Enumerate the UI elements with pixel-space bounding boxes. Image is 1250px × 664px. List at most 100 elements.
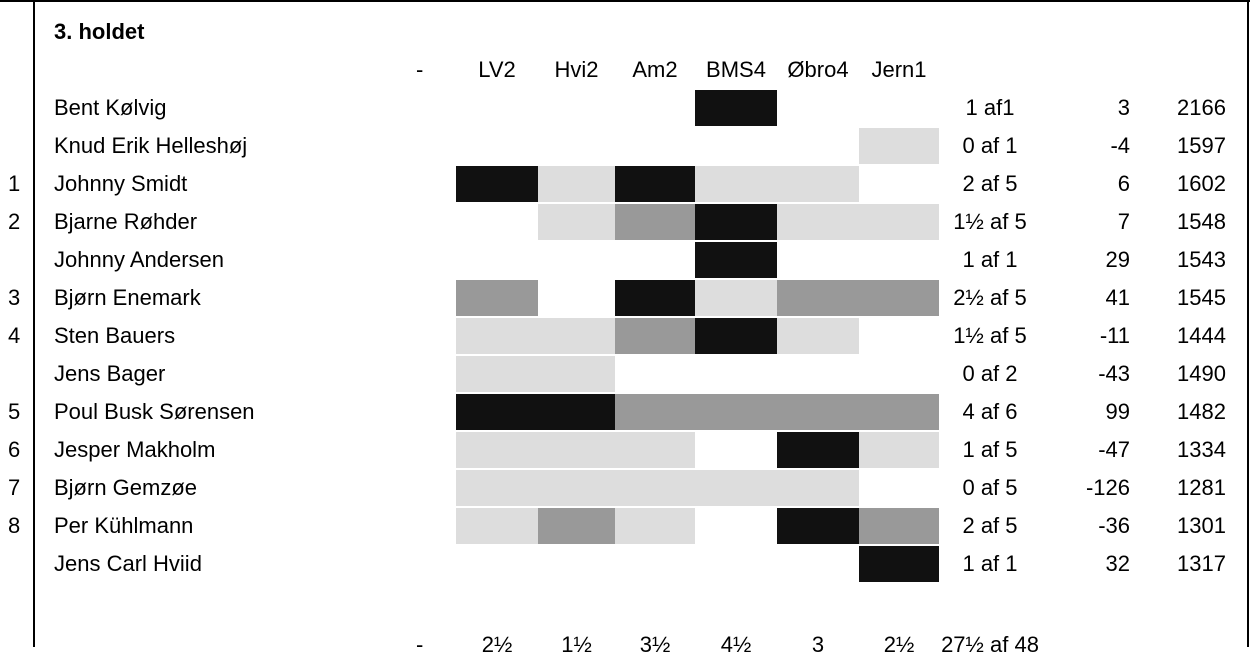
board-number: 4 — [8, 323, 21, 348]
player-rating: 1545 — [1177, 285, 1226, 310]
result-cell — [456, 166, 538, 202]
result-cell — [615, 318, 695, 354]
player-name: Knud Erik Helleshøj — [54, 133, 248, 158]
top-border — [0, 0, 1250, 2]
player-name: Jens Carl Hviid — [54, 551, 202, 576]
player-score: 2½ af 5 — [953, 285, 1027, 310]
board-number: 8 — [8, 513, 21, 538]
player-rating: 1444 — [1177, 323, 1226, 348]
result-cell — [538, 204, 615, 240]
right-border — [1247, 0, 1249, 647]
result-cell — [859, 546, 939, 582]
player-name: Sten Bauers — [54, 323, 176, 348]
player-rating: 1301 — [1177, 513, 1226, 538]
player-score: 1½ af 5 — [953, 209, 1027, 234]
player-row: 3 Bjørn Enemark 2½ af 5 41 1545 — [0, 279, 1250, 317]
header-team: Hvi2 — [554, 57, 599, 82]
player-rating: 1317 — [1177, 551, 1226, 576]
header-team: Jern1 — [871, 57, 927, 82]
result-cell — [695, 90, 777, 126]
team-total: 2½ — [481, 632, 513, 657]
result-cell — [456, 280, 538, 316]
player-row: 4 Sten Bauers 1½ af 5 -11 1444 — [0, 317, 1250, 355]
player-name: Jesper Makholm — [54, 437, 216, 462]
team-total: 1½ — [561, 632, 592, 657]
result-cell — [456, 394, 538, 430]
board-number: 3 — [8, 285, 21, 310]
board-number: 1 — [8, 171, 21, 196]
player-row: Bent Kølvig 1 af1 3 2166 — [0, 89, 1250, 127]
result-cell — [777, 280, 859, 316]
player-score: 0 af 2 — [962, 361, 1018, 386]
header-dash: - — [416, 57, 424, 82]
result-cell — [538, 394, 615, 430]
player-row: 8 Per Kühlmann 2 af 5 -36 1301 — [0, 507, 1250, 545]
player-row: Johnny Andersen 1 af 1 29 1543 — [0, 241, 1250, 279]
player-score: 2 af 5 — [962, 171, 1018, 196]
left-border — [33, 0, 35, 647]
player-row: 1 Johnny Smidt 2 af 5 6 1602 — [0, 165, 1250, 203]
player-rating: 1597 — [1177, 133, 1226, 158]
player-diff: -47 — [1098, 437, 1130, 462]
result-cell — [695, 394, 777, 430]
result-cell — [538, 508, 615, 544]
player-diff: -126 — [1085, 475, 1130, 500]
header-team: BMS4 — [706, 57, 766, 82]
player-rating: 1482 — [1177, 399, 1226, 424]
result-cell — [615, 166, 695, 202]
player-rating: 1490 — [1177, 361, 1226, 386]
player-row: Jens Bager 0 af 2 -43 1490 — [0, 355, 1250, 393]
player-diff: -43 — [1098, 361, 1130, 386]
player-diff: 29 — [1105, 247, 1130, 272]
result-cell — [615, 432, 695, 468]
result-cell — [538, 318, 615, 354]
result-cell — [859, 508, 939, 544]
result-cell — [777, 166, 859, 202]
player-score: 1 af 1 — [962, 551, 1018, 576]
result-cell — [859, 204, 939, 240]
player-name: Bjarne Røhder — [54, 209, 198, 234]
result-cell — [538, 432, 615, 468]
player-score: 4 af 6 — [962, 399, 1018, 424]
result-cell — [615, 394, 695, 430]
result-cell — [695, 166, 777, 202]
header-team: LV2 — [478, 57, 516, 82]
player-name: Poul Busk Sørensen — [54, 399, 255, 424]
result-cell — [777, 318, 859, 354]
result-cell — [615, 280, 695, 316]
player-score: 1 af 1 — [962, 247, 1018, 272]
result-cell — [538, 356, 615, 392]
player-diff: -11 — [1099, 323, 1130, 348]
player-rating: 1334 — [1177, 437, 1226, 462]
player-rating: 2166 — [1177, 95, 1226, 120]
player-rating: 1281 — [1177, 475, 1226, 500]
result-cell — [456, 318, 538, 354]
totals-row: - 2½ 1½ 3½ 4½ 3 2½ 27½ af 48 — [0, 626, 1250, 664]
team-total: 2½ — [883, 632, 915, 657]
player-name: Johnny Smidt — [54, 171, 188, 196]
header-team: Am2 — [632, 57, 678, 82]
player-diff: 6 — [1117, 171, 1130, 196]
player-name: Johnny Andersen — [54, 247, 225, 272]
board-number: 6 — [8, 437, 21, 462]
player-rating: 1548 — [1177, 209, 1226, 234]
header-team: Øbro4 — [787, 57, 849, 82]
result-cell — [777, 432, 859, 468]
player-name: Jens Bager — [54, 361, 166, 386]
player-diff: 32 — [1105, 551, 1130, 576]
team-total: 3 — [811, 632, 825, 657]
result-cell — [777, 470, 859, 506]
result-cell — [456, 356, 538, 392]
player-row: 7 Bjørn Gemzøe 0 af 5 -126 1281 — [0, 469, 1250, 507]
team-total: 4½ — [720, 632, 752, 657]
result-cell — [695, 204, 777, 240]
board-number: 7 — [8, 475, 21, 500]
result-cell — [615, 204, 695, 240]
board-number: 5 — [8, 399, 21, 424]
player-score: 1 af 5 — [962, 437, 1018, 462]
result-cell — [456, 470, 538, 506]
title-row: 3. holdet — [0, 13, 1250, 51]
result-cell — [777, 508, 859, 544]
player-score: 1½ af 5 — [953, 323, 1027, 348]
